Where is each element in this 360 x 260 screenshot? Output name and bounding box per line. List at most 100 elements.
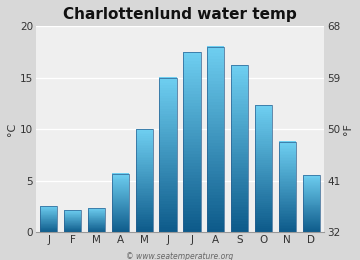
Bar [255,211,272,213]
Bar [279,182,296,184]
Bar [302,187,320,188]
Bar [112,229,129,230]
Bar [279,172,296,173]
Bar [136,169,153,171]
Bar [255,165,272,167]
Bar [136,231,153,232]
Bar [88,224,105,225]
Bar [279,223,296,225]
Bar [136,222,153,224]
Bar [136,129,153,131]
Bar [159,121,177,124]
Bar [207,186,224,189]
Bar [183,226,201,230]
Bar [88,213,105,214]
Bar [112,208,129,209]
Bar [231,68,248,71]
Bar [136,202,153,203]
Bar [302,175,320,232]
Bar [183,190,201,193]
Bar [88,212,105,213]
Bar [159,178,177,181]
Bar [231,227,248,230]
Bar [112,216,129,217]
Bar [40,228,58,229]
Bar [302,196,320,197]
Bar [136,194,153,196]
Bar [302,215,320,216]
Bar [64,216,81,217]
Bar [88,211,105,212]
Bar [279,146,296,148]
Bar [279,141,296,143]
Bar [255,184,272,186]
Bar [136,152,153,153]
Bar [231,185,248,188]
Bar [207,192,224,195]
Bar [64,226,81,227]
Bar [40,207,58,208]
Bar [183,145,201,148]
Bar [302,207,320,208]
Bar [112,179,129,180]
Bar [255,207,272,209]
Y-axis label: °F: °F [343,123,353,135]
Bar [183,208,201,211]
Bar [112,205,129,206]
Bar [255,114,272,116]
Bar [159,77,177,80]
Bar [279,194,296,196]
Bar [112,178,129,179]
Bar [255,201,272,203]
Bar [112,200,129,201]
Bar [136,136,153,138]
Bar [302,176,320,177]
Bar [40,223,58,224]
Bar [207,214,224,217]
Bar [231,152,248,154]
Bar [302,185,320,186]
Bar [159,186,177,188]
Bar [183,169,201,172]
Bar [255,154,272,156]
Bar [302,174,320,176]
Bar [159,222,177,225]
Bar [64,218,81,219]
Bar [207,56,224,59]
Bar [112,189,129,190]
Bar [159,132,177,134]
Bar [159,227,177,230]
Bar [40,211,58,212]
Bar [136,206,153,208]
Bar [231,193,248,196]
Bar [136,229,153,231]
Bar [159,214,177,217]
Bar [255,156,272,158]
Bar [207,152,224,155]
Bar [112,223,129,224]
Bar [279,142,296,232]
Bar [231,191,248,193]
Bar [88,215,105,216]
Bar [112,196,129,197]
Bar [183,160,201,163]
Bar [183,64,201,67]
Bar [207,226,224,229]
Bar [64,227,81,228]
Bar [302,183,320,184]
Bar [231,171,248,174]
Bar [255,222,272,224]
Bar [159,134,177,137]
Bar [255,133,272,135]
Bar [112,191,129,192]
Bar [279,228,296,229]
Bar [279,170,296,172]
Bar [88,221,105,222]
Bar [183,148,201,151]
Bar [302,211,320,212]
Bar [64,219,81,220]
Bar [279,149,296,151]
Bar [136,138,153,140]
Bar [255,230,272,232]
Bar [231,132,248,135]
